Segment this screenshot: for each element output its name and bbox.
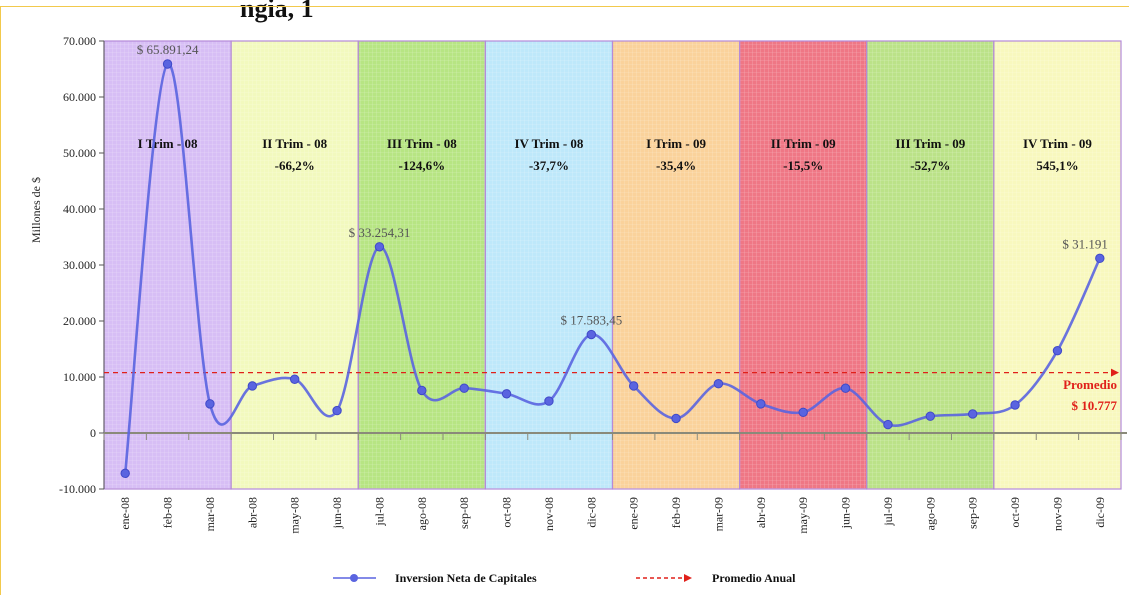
x-tick-label: jun-08 <box>330 497 344 529</box>
quarter-label: II Trim - 08 <box>262 136 327 151</box>
series-line <box>123 62 1101 474</box>
data-point <box>417 385 427 396</box>
y-axis-label: Millones de $ <box>29 177 43 243</box>
average-value-label: $ 10.777 <box>1072 398 1118 413</box>
quarter-band-texture <box>358 41 486 489</box>
x-tick-label: ago-08 <box>415 497 429 530</box>
quarter-label: III Trim - 08 <box>387 136 457 151</box>
x-tick-label: ago-09 <box>923 497 937 530</box>
chart-frame <box>0 6 1129 595</box>
quarter-pct-label: -37,7% <box>529 158 569 173</box>
data-point <box>967 409 978 419</box>
data-point <box>162 59 173 69</box>
quarter-pct-label: -35,4% <box>656 158 696 173</box>
y-tick-label: 10.000 <box>63 370 96 384</box>
quarter-pct-label: -52,7% <box>910 158 950 173</box>
y-tick-label: 20.000 <box>63 314 96 328</box>
quarter-label: II Trim - 09 <box>771 136 836 151</box>
data-point <box>756 399 766 409</box>
y-tick-label: -10.000 <box>59 482 96 496</box>
x-tick-label: abr-08 <box>245 497 259 528</box>
x-tick-label: dic-09 <box>1093 497 1107 528</box>
data-point <box>883 419 893 430</box>
average-label: Promedio <box>1063 377 1117 392</box>
quarter-label: I Trim - 08 <box>138 136 198 151</box>
data-point <box>1095 253 1105 264</box>
data-point <box>798 407 808 417</box>
x-tick-label: mar-08 <box>203 497 217 531</box>
legend-series-marker <box>350 574 358 582</box>
data-label: $ 65.891,24 <box>137 42 199 57</box>
data-point <box>459 383 469 393</box>
quarter-label: IV Trim - 08 <box>514 136 583 151</box>
x-tick-label: feb-09 <box>669 497 683 528</box>
y-tick-label: 40.000 <box>63 202 96 216</box>
data-point <box>205 399 215 409</box>
data-point <box>120 468 130 479</box>
legend-average-label: Promedio Anual <box>712 571 796 585</box>
quarter-pct-label: -124,6% <box>399 158 446 173</box>
x-tick-label: jul-08 <box>372 497 386 527</box>
y-tick-label: 50.000 <box>63 146 96 160</box>
x-tick-label: feb-08 <box>161 497 175 528</box>
x-tick-label: oct-09 <box>1008 497 1022 528</box>
x-tick-label: abr-09 <box>754 497 768 528</box>
quarter-pct-label: 545,1% <box>1036 158 1078 173</box>
data-point <box>1052 345 1063 356</box>
legend-series-label: Inversion Neta de Capitales <box>395 571 537 585</box>
x-tick-label: dic-08 <box>584 497 598 528</box>
x-tick-label: nov-08 <box>542 497 556 531</box>
data-label: $ 31.191 <box>1062 236 1108 251</box>
x-tick-label: sep-09 <box>966 497 980 529</box>
data-label: $ 17.583,45 <box>560 313 622 328</box>
y-tick-label: 30.000 <box>63 258 96 272</box>
y-tick-label: 0 <box>90 426 96 440</box>
x-tick-label: sep-08 <box>457 497 471 529</box>
quarter-label: IV Trim - 09 <box>1023 136 1092 151</box>
data-point <box>247 381 258 391</box>
data-point <box>840 383 851 393</box>
x-tick-label: jul-09 <box>881 497 895 527</box>
data-label: $ 33.254,31 <box>349 225 411 240</box>
quarter-band-texture <box>231 41 359 489</box>
legend-average-arrow <box>684 574 692 582</box>
quarter-pct-label: -15,5% <box>783 158 823 173</box>
quarter-band-texture <box>104 41 232 489</box>
x-tick-label: may-09 <box>796 497 810 534</box>
data-point <box>925 411 936 421</box>
quarter-band-texture <box>739 41 867 489</box>
quarter-band-texture <box>485 41 613 489</box>
quarter-band-texture <box>993 41 1121 489</box>
data-point <box>713 379 724 389</box>
data-point <box>671 413 681 424</box>
data-point <box>501 389 512 399</box>
x-tick-label: ene-08 <box>118 497 132 530</box>
data-point <box>544 396 554 406</box>
x-tick-label: may-08 <box>288 497 302 534</box>
average-arrow <box>1111 368 1119 377</box>
y-tick-label: 60.000 <box>63 90 96 104</box>
page-title-fragment: ngia, 1 <box>240 0 314 23</box>
quarter-label: I Trim - 09 <box>646 136 706 151</box>
x-tick-label: nov-09 <box>1050 497 1064 531</box>
data-point <box>628 381 639 391</box>
quarter-pct-label: -66,2% <box>275 158 315 173</box>
x-tick-label: jun-09 <box>839 497 853 529</box>
x-tick-label: mar-09 <box>711 497 725 531</box>
x-tick-label: ene-09 <box>627 497 641 530</box>
data-point <box>332 405 342 416</box>
quarter-label: III Trim - 09 <box>895 136 965 151</box>
data-point <box>1010 400 1020 410</box>
x-tick-label: oct-08 <box>500 497 514 528</box>
data-point <box>586 329 597 340</box>
quarter-band-border <box>993 40 1122 490</box>
y-tick-label: 70.000 <box>63 34 96 48</box>
data-point <box>289 374 300 384</box>
data-point <box>374 242 385 252</box>
